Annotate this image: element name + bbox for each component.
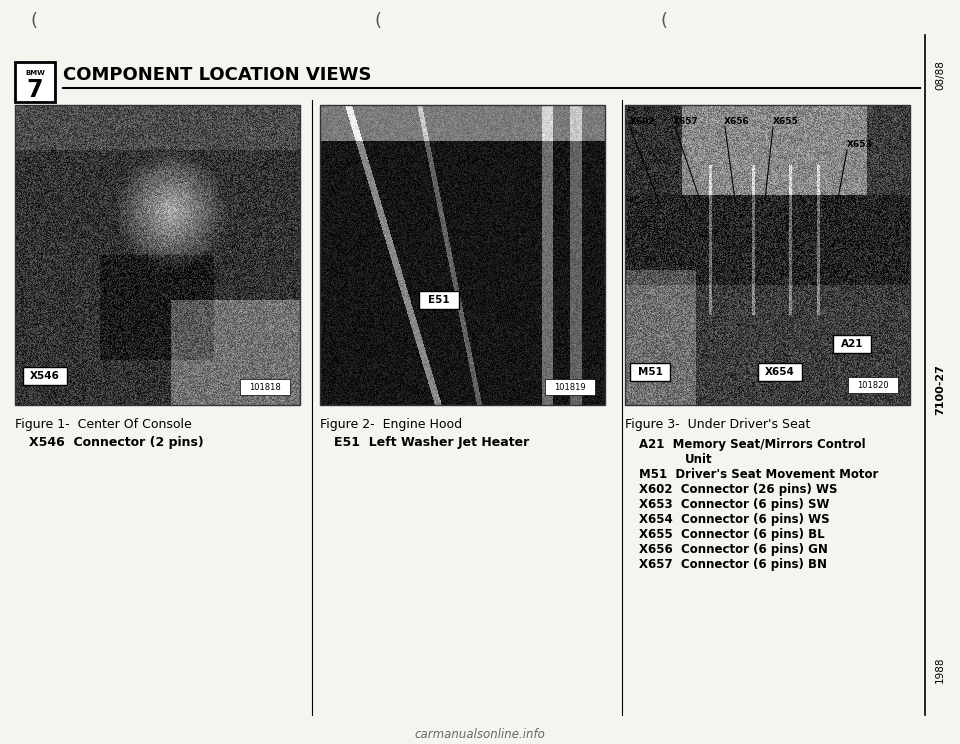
Text: X655: X655 [773,117,799,126]
Text: Figure 2-  Engine Hood: Figure 2- Engine Hood [320,418,462,431]
Text: A21  Memory Seat/Mirrors Control: A21 Memory Seat/Mirrors Control [639,438,866,451]
Text: X657  Connector (6 pins) BN: X657 Connector (6 pins) BN [639,558,827,571]
Bar [23,367,67,385]
Text: Unit: Unit [685,453,712,466]
Bar [625,105,910,405]
Text: M51: M51 [637,367,662,377]
Text: X602: X602 [630,117,656,126]
Bar [320,105,605,405]
Bar [833,335,871,353]
Text: X656  Connector (6 pins) GN: X656 Connector (6 pins) GN [639,543,828,556]
Bar [15,105,300,405]
Text: 7100-27: 7100-27 [935,365,945,415]
Text: Figure 1-  Center Of Console: Figure 1- Center Of Console [15,418,192,431]
Text: A21: A21 [841,339,863,349]
Bar [419,291,459,309]
Text: X654  Connector (6 pins) WS: X654 Connector (6 pins) WS [639,513,829,526]
Bar [630,363,670,381]
Text: BMW: BMW [25,70,45,76]
Text: Figure 3-  Under Driver's Seat: Figure 3- Under Driver's Seat [625,418,810,431]
Text: 1988: 1988 [935,657,945,683]
Bar [848,377,898,393]
Text: 08/88: 08/88 [935,60,945,90]
Text: 101819: 101819 [554,382,586,391]
Text: 101820: 101820 [857,380,889,390]
Text: E51: E51 [428,295,450,305]
Text: (: ( [375,12,382,30]
Text: X546  Connector (2 pins): X546 Connector (2 pins) [29,436,204,449]
Text: X602  Connector (26 pins) WS: X602 Connector (26 pins) WS [639,483,837,496]
Text: COMPONENT LOCATION VIEWS: COMPONENT LOCATION VIEWS [63,66,372,84]
Bar [240,379,290,395]
Text: X654: X654 [765,367,795,377]
Text: E51  Left Washer Jet Heater: E51 Left Washer Jet Heater [334,436,529,449]
Text: carmanualsonline.info: carmanualsonline.info [415,728,545,741]
Text: X655  Connector (6 pins) BL: X655 Connector (6 pins) BL [639,528,825,541]
Text: X657: X657 [673,117,699,126]
Text: X653  Connector (6 pins) SW: X653 Connector (6 pins) SW [639,498,829,511]
Text: X653: X653 [847,140,873,149]
Text: (: ( [30,12,37,30]
Text: M51  Driver's Seat Movement Motor: M51 Driver's Seat Movement Motor [639,468,878,481]
Text: X546: X546 [30,371,60,381]
Text: (: ( [660,12,667,30]
Bar [758,363,802,381]
Text: 7: 7 [27,78,43,102]
Text: 101818: 101818 [250,382,281,391]
Bar [545,379,595,395]
Text: X656: X656 [724,117,750,126]
Bar [15,62,55,102]
